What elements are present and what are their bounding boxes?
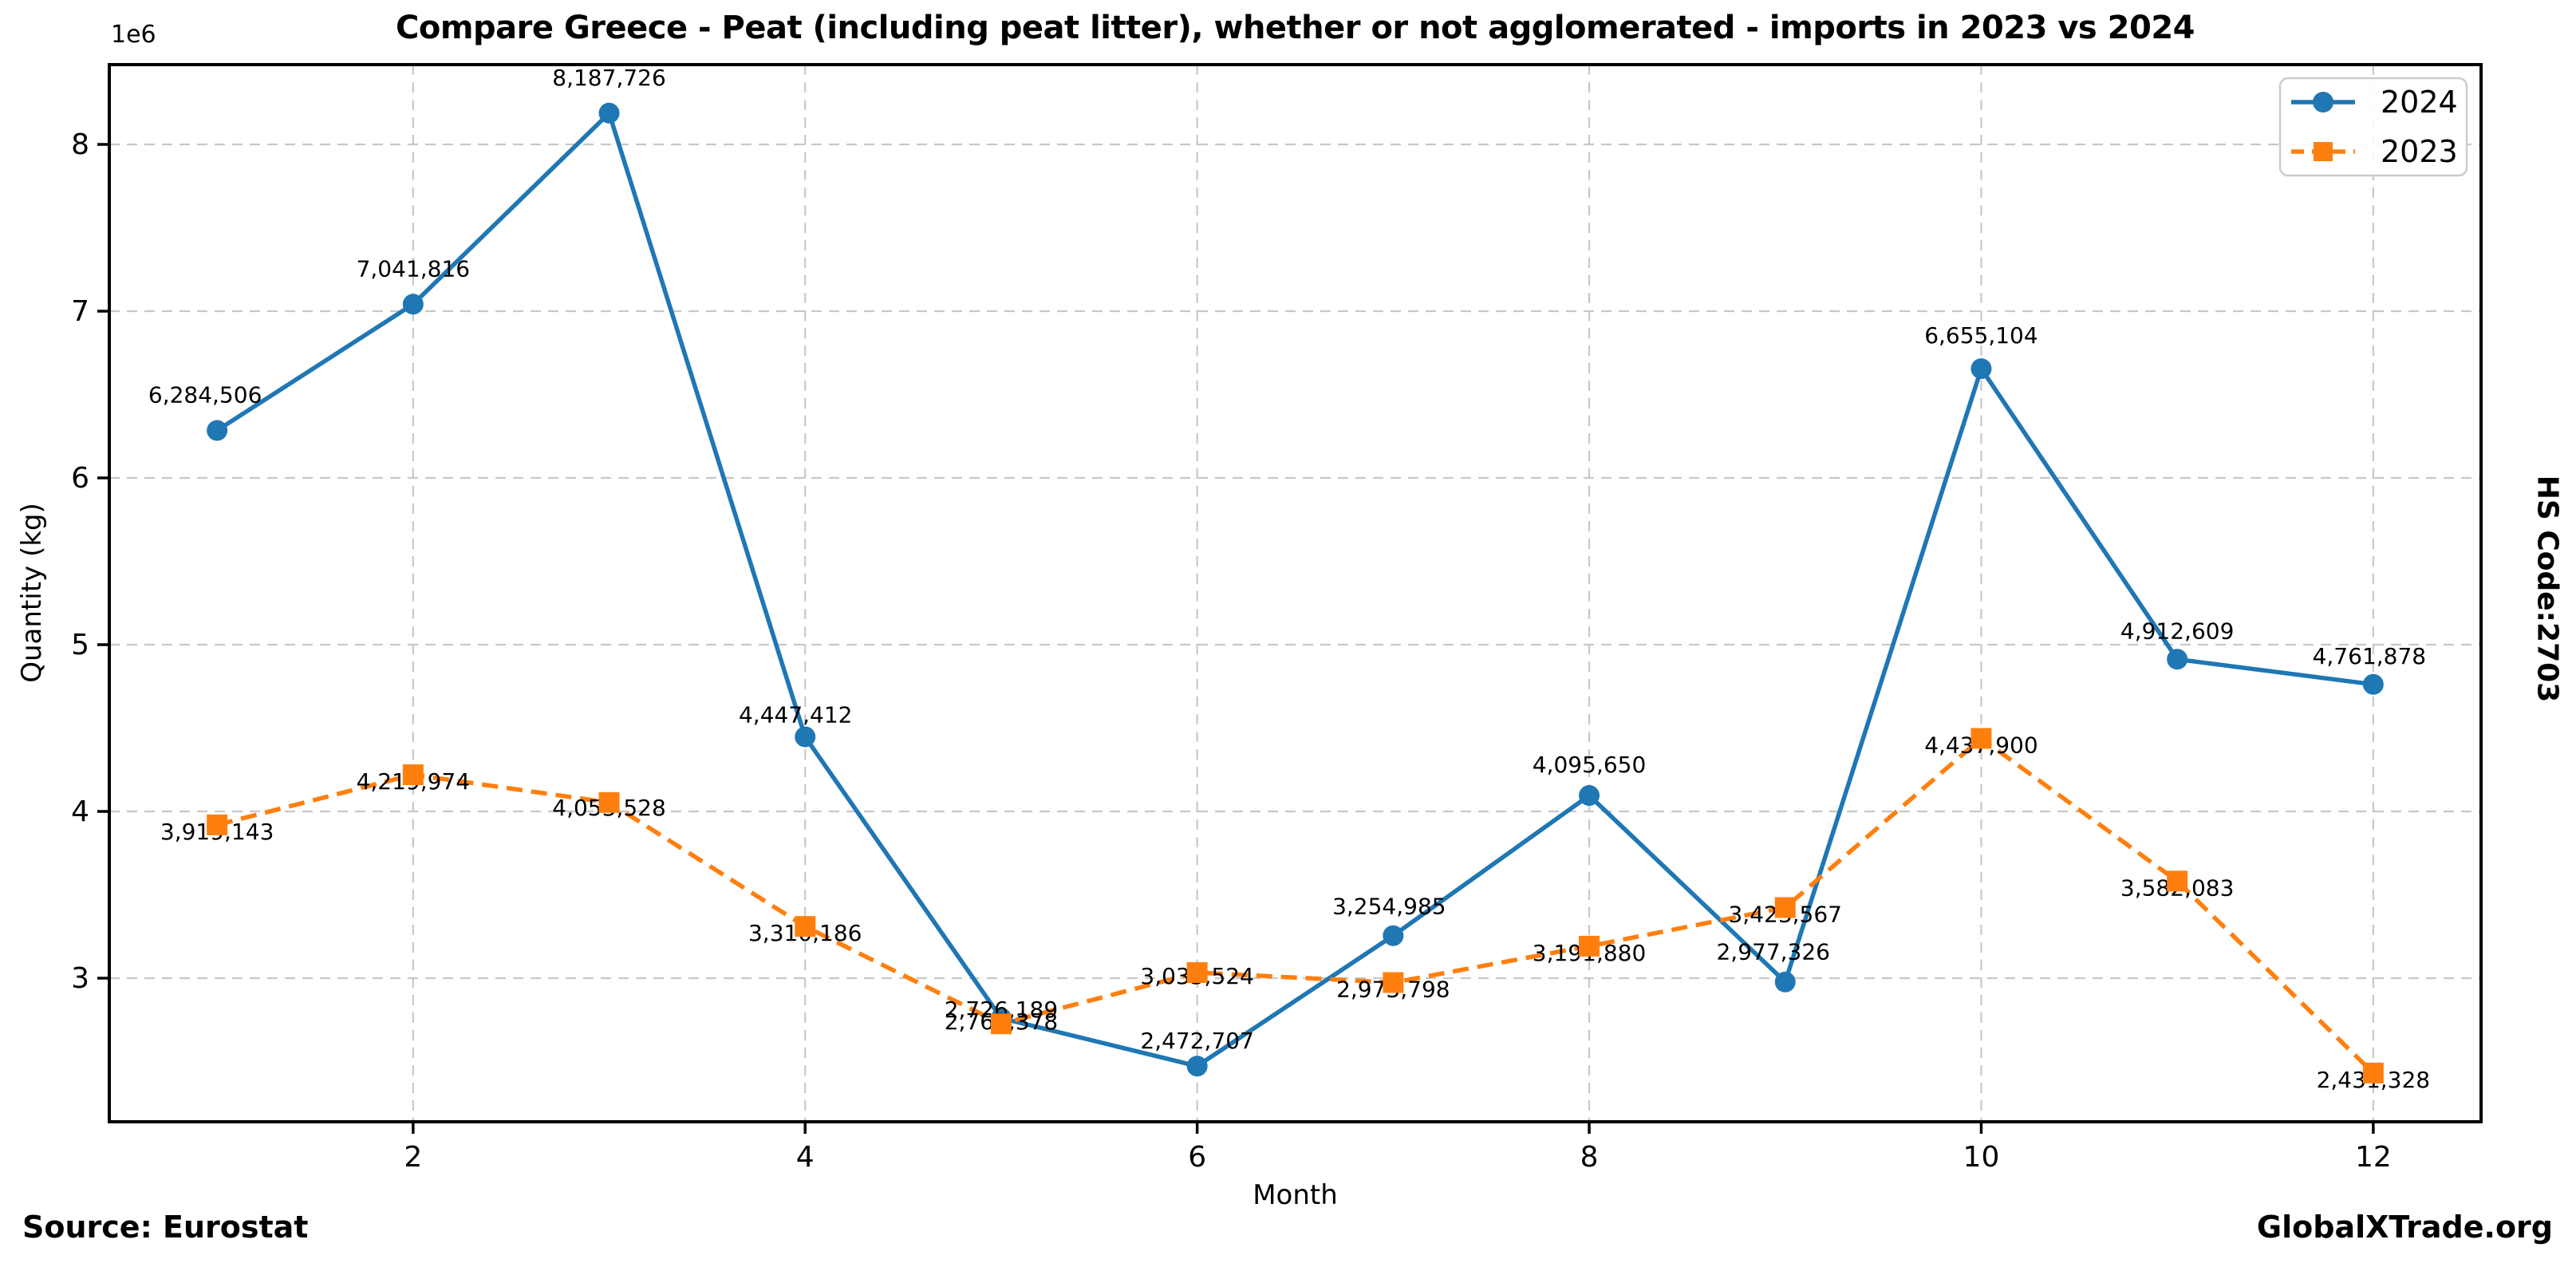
data-label-2024: 6,655,104 [1924,322,2038,349]
x-tick-label: 8 [1580,1141,1599,1174]
data-label-2024: 4,447,412 [739,701,853,728]
x-tick-label: 10 [1963,1141,2000,1174]
gridlines [109,65,2481,1122]
axis-ticks: 2 4 6 8 10 12 3 4 5 6 7 8 [71,128,2392,1174]
y-tick-label: 3 [71,962,89,995]
x-tick-label: 4 [796,1141,815,1174]
data-label-2024: 6,284,506 [148,382,262,409]
data-label-2024: 2,472,707 [1140,1028,1254,1054]
series-markers-2024 [207,102,2384,1077]
series-line-2024 [215,111,2374,1068]
legend-label-2024: 2024 [2381,85,2458,120]
data-label-2024: 4,095,650 [1533,752,1647,778]
x-axis-label: Month [1252,1179,1338,1211]
data-label-2024: 8,187,726 [552,65,666,91]
y-tick-label: 4 [71,795,89,828]
data-label-2024: 3,254,985 [1332,894,1446,920]
chart-title: Compare Greece - Peat (including peat li… [396,10,2195,46]
y-axis-offset-text: 1e6 [111,21,156,49]
x-tick-label: 6 [1188,1141,1206,1174]
data-label-2024: 7,041,816 [357,255,471,282]
y-tick-label: 6 [71,462,89,495]
legend: 2024 2023 [2278,77,2468,177]
legend-marker-2024 [2313,92,2333,112]
y-axis-label: Quantity (kg) [16,503,48,683]
legend-label-2023: 2023 [2381,134,2458,169]
hs-code-label: HS Code:2703 [2531,475,2564,703]
legend-marker-2023 [2314,142,2333,161]
data-label-2024: 4,912,609 [2120,618,2235,644]
y-tick-label: 5 [71,629,89,661]
data-label-2024: 2,977,326 [1716,939,1830,965]
source-note: Source: Eurostat [22,1210,309,1245]
data-labels: 6,284,5067,041,8168,187,7264,447,4122,76… [148,65,2430,1093]
series-markers-2023 [207,728,2384,1083]
x-tick-label: 12 [2355,1141,2392,1174]
x-tick-label: 2 [404,1141,422,1174]
data-label-2024: 4,761,878 [2313,643,2427,669]
y-tick-label: 7 [71,295,89,328]
series-line-2023 [216,736,2375,1075]
watermark: GlobalXTrade.org [2256,1210,2553,1245]
plot-border [108,63,2483,1123]
y-tick-label: 8 [71,128,89,161]
